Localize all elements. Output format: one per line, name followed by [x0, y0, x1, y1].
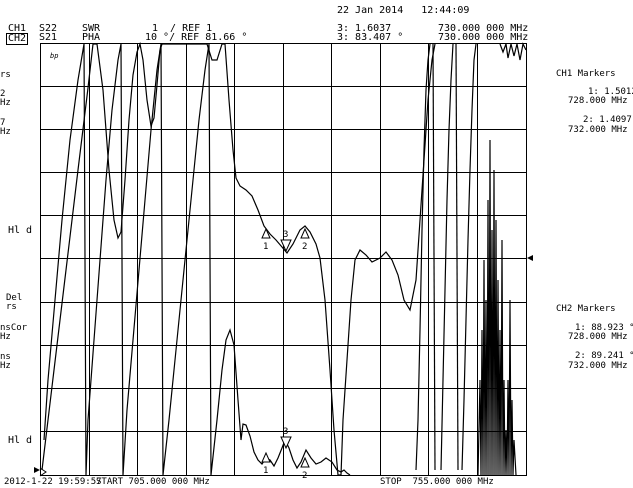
ch2-marker1-freq: 728.000 MHz: [568, 332, 628, 342]
ch1-scale-ref: 1 / REF 1: [152, 23, 213, 34]
left-marker1-fragment: 2 Hz: [0, 89, 11, 108]
ch2-format: PHA: [82, 32, 101, 43]
ch1-trace: [41, 41, 436, 476]
ch1-active-marker-freq: 730.000 000 MHz: [438, 23, 529, 34]
active-marker-symbol: bp: [50, 52, 58, 60]
ch2-trace: [43, 43, 351, 476]
datetime: 22 Jan 2014 12:44:09: [337, 5, 470, 16]
ch2-parameter: S21: [39, 32, 58, 43]
ch1-active-marker-value: 3: 1.6037: [337, 23, 392, 34]
ch1-label[interactable]: CH1: [8, 23, 27, 34]
ch2-marker2-freq: 732.000 MHz: [568, 361, 628, 371]
ch1-marker-3-number: 3: [283, 230, 288, 240]
ch1-marker-1-number: 1: [263, 242, 268, 252]
ch1-marker-1[interactable]: 1: [261, 227, 271, 252]
ch2-label-active[interactable]: CH2: [6, 33, 29, 45]
footer-stop-frequency: STOP 755.000 000 MHz: [380, 477, 494, 487]
ch1-markers-title: CH1 Markers: [556, 69, 616, 79]
left-marker2-fragment: 7 Hz: [0, 118, 11, 137]
ch2-trace-right-band: [415, 43, 517, 476]
left-ms: ns Hz: [0, 352, 11, 371]
ch2-marker-2-number: 2: [302, 471, 307, 481]
ch2-marker-1-number: 1: [263, 466, 268, 476]
ch2-marker-3-number: 3: [283, 427, 288, 437]
ch2-reference-arrow: [527, 255, 533, 261]
ch1-marker-2[interactable]: 2: [300, 227, 310, 252]
ch2-marker1-value: 1: 88.923 °: [575, 323, 633, 333]
ch2-marker-2[interactable]: 2: [300, 456, 310, 481]
ch1-marker2-value: 2: 1.4097: [583, 115, 632, 125]
ch1-reference-arrow: [34, 467, 40, 473]
footer-start-frequency: START 705.000 000 MHz: [96, 477, 210, 487]
ch2-markers-title: CH2 Markers: [556, 304, 616, 314]
plot-grid: [40, 43, 527, 476]
left-hold-top: Hl d: [8, 225, 33, 236]
ch2-marker-1[interactable]: 1: [261, 451, 271, 476]
ch2-scale-ref: 10 °/ REF 81.66 °: [145, 32, 248, 43]
left-delay: Del rs: [6, 293, 23, 312]
ch1-trace-ripple: [499, 42, 527, 61]
left-markers-fragment: rs: [0, 70, 11, 80]
ch1-parameter: S22: [39, 23, 58, 34]
ch1-marker2-freq: 732.000 MHz: [568, 125, 628, 135]
start-tick-icon: [39, 467, 47, 477]
ch1-marker-2-number: 2: [302, 242, 307, 252]
left-correction: nsCor Hz: [0, 323, 28, 342]
ch1-format: SWR: [82, 23, 101, 34]
ch2-active-marker-freq: 730.000 000 MHz: [438, 32, 529, 43]
footer-timestamp: 2012-1-22 19:59:57: [4, 477, 102, 487]
ch1-marker1-value: 1: 1.5012: [588, 87, 633, 97]
ch1-marker1-freq: 728.000 MHz: [568, 96, 628, 106]
ch2-marker-3-active[interactable]: 3: [280, 427, 292, 450]
ch1-marker-3-active[interactable]: 3: [280, 230, 292, 253]
left-hold-bottom: Hl d: [8, 435, 33, 446]
ch2-marker2-value: 2: 89.241 °: [575, 351, 633, 361]
ch2-active-marker-value: 3: 83.407 °: [337, 32, 404, 43]
